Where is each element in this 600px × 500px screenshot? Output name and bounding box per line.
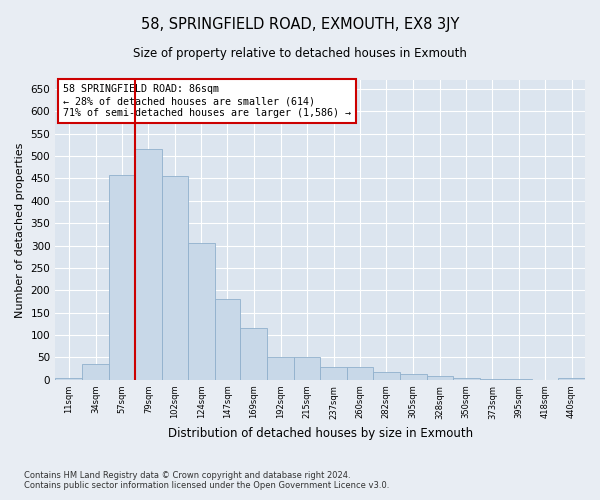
Text: 58 SPRINGFIELD ROAD: 86sqm
← 28% of detached houses are smaller (614)
71% of sem: 58 SPRINGFIELD ROAD: 86sqm ← 28% of deta… — [63, 84, 351, 117]
Text: 58, SPRINGFIELD ROAD, EXMOUTH, EX8 3JY: 58, SPRINGFIELD ROAD, EXMOUTH, EX8 3JY — [141, 18, 459, 32]
Bar — [452, 378, 479, 380]
Text: Contains HM Land Registry data © Crown copyright and database right 2024.: Contains HM Land Registry data © Crown c… — [24, 471, 350, 480]
Bar — [373, 372, 400, 380]
X-axis label: Distribution of detached houses by size in Exmouth: Distribution of detached houses by size … — [167, 427, 473, 440]
Text: Contains public sector information licensed under the Open Government Licence v3: Contains public sector information licen… — [24, 481, 389, 490]
Bar — [479, 379, 505, 380]
Bar — [427, 376, 452, 380]
Bar — [268, 358, 294, 380]
Bar — [215, 300, 241, 380]
Bar — [558, 378, 585, 380]
Bar — [400, 374, 427, 380]
Bar — [320, 368, 347, 380]
Bar — [162, 176, 188, 380]
Bar — [82, 364, 109, 380]
Y-axis label: Number of detached properties: Number of detached properties — [15, 142, 25, 318]
Bar — [241, 328, 268, 380]
Text: Size of property relative to detached houses in Exmouth: Size of property relative to detached ho… — [133, 48, 467, 60]
Bar — [135, 150, 162, 380]
Bar — [109, 175, 135, 380]
Bar — [347, 368, 373, 380]
Bar — [294, 358, 320, 380]
Bar — [188, 244, 215, 380]
Bar — [55, 378, 82, 380]
